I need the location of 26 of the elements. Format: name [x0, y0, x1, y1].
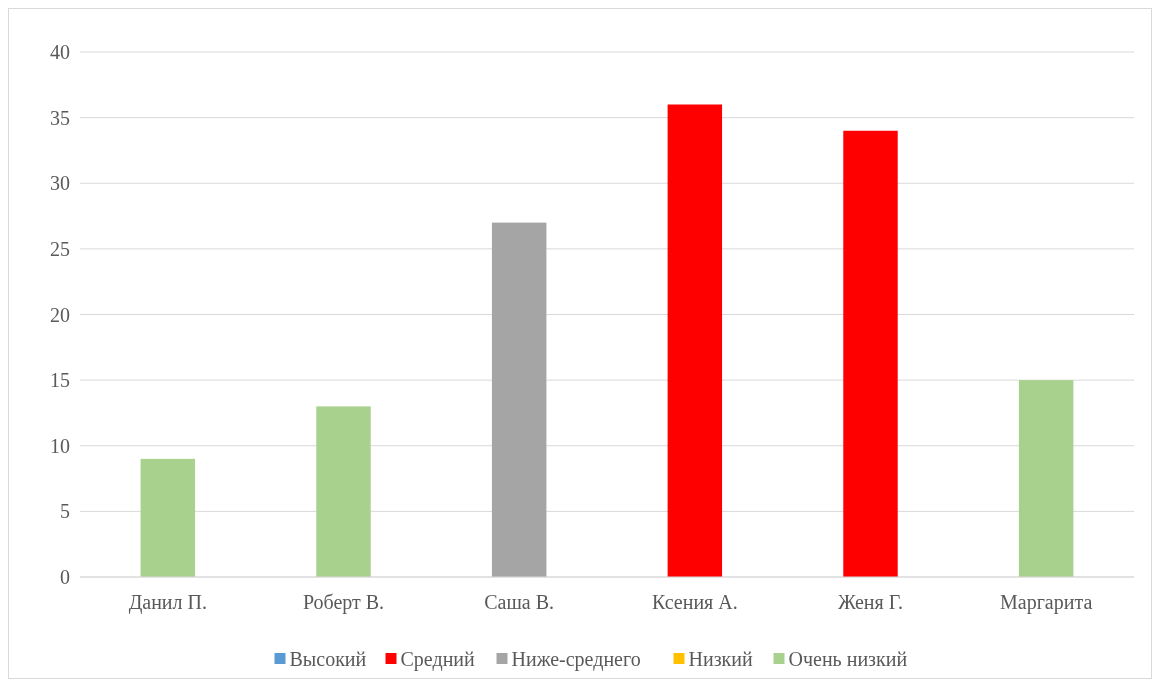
- x-tick-label: Ксения А.: [651, 591, 738, 613]
- y-tick-label: 20: [50, 303, 70, 326]
- legend-label: Очень низкий: [788, 648, 908, 670]
- y-tick-label: 35: [50, 106, 70, 129]
- bar: [1018, 380, 1074, 577]
- legend-label: Ниже-среднего: [511, 648, 641, 671]
- x-tick-label: Данил П.: [128, 591, 208, 614]
- x-tick-label: Маргарита: [1000, 591, 1093, 614]
- legend-label: Средний: [400, 648, 476, 671]
- legend-label: Высокий: [289, 648, 367, 670]
- y-tick-label: 30: [50, 172, 70, 195]
- bar: [491, 222, 547, 577]
- y-tick-label: 0: [60, 566, 70, 588]
- y-tick-label: 25: [50, 237, 70, 260]
- x-tick-label: Женя Г.: [838, 591, 903, 613]
- legend-label: Низкий: [688, 648, 753, 670]
- x-tick-label: Роберт В.: [302, 591, 385, 614]
- x-tick-label: Саша В.: [484, 591, 555, 613]
- y-tick-label: 15: [50, 369, 70, 392]
- bar: [140, 458, 196, 577]
- y-tick-label: 40: [50, 41, 70, 63]
- y-tick-label: 10: [50, 434, 70, 457]
- bar: [667, 104, 723, 577]
- bar: [316, 406, 371, 577]
- bar: [843, 130, 898, 577]
- y-tick-label: 5: [60, 500, 70, 523]
